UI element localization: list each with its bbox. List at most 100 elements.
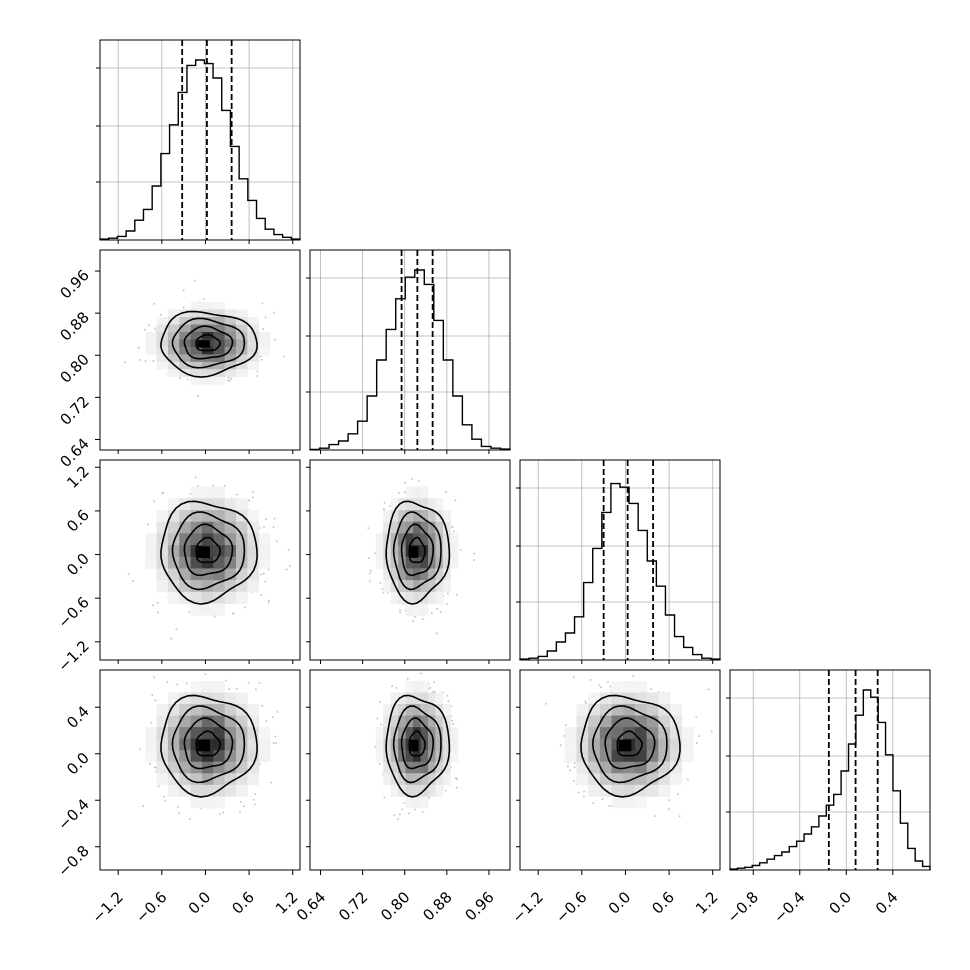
density-cell — [179, 750, 192, 763]
density-cell — [420, 509, 429, 523]
density-cell — [258, 750, 271, 763]
density-cell — [247, 354, 260, 363]
density-cell — [156, 580, 169, 593]
density-cell — [428, 784, 436, 797]
y-tick-label-p4-2: −0.4 — [54, 795, 92, 833]
density-cell — [190, 331, 203, 340]
density-cell — [428, 580, 436, 593]
density-cell — [213, 498, 226, 511]
panel-content — [545, 670, 713, 817]
density-cell — [236, 715, 248, 728]
density-cell — [224, 556, 237, 569]
density-cell — [634, 715, 648, 728]
density-cell — [190, 302, 203, 310]
density-cell — [599, 761, 612, 774]
density-cell — [390, 498, 399, 511]
density-cell — [405, 796, 414, 809]
density-cell — [435, 738, 444, 751]
density-cell — [201, 680, 214, 693]
density-cell — [398, 568, 407, 581]
contour-mid — [183, 717, 234, 770]
density-cell — [435, 773, 444, 786]
scatter-panel-1-3 — [99, 459, 301, 661]
density-cell — [247, 580, 260, 593]
density-cell — [623, 773, 636, 786]
density-cell — [179, 309, 192, 318]
contour-inner — [195, 333, 222, 352]
density-cell — [224, 309, 237, 318]
density-cell — [190, 784, 203, 797]
density-cell — [145, 727, 157, 740]
density-cell — [224, 533, 237, 546]
density-cell — [405, 498, 414, 511]
density-cell — [201, 521, 214, 534]
density-cell — [413, 533, 421, 546]
density-cell — [658, 692, 671, 705]
density-cell — [435, 784, 444, 797]
density-cell — [383, 521, 392, 534]
histogram-panel-4 — [726, 669, 931, 871]
density-cell — [236, 346, 248, 355]
panel-frame — [99, 669, 301, 871]
density-cell — [145, 750, 157, 763]
density-cell — [681, 750, 694, 763]
x-tick-label-p4-3: 0.0 — [826, 888, 856, 918]
density-cell — [201, 376, 214, 385]
density-cell — [201, 796, 214, 809]
density-cell — [398, 509, 407, 523]
density-cell — [213, 533, 226, 546]
density-cell — [201, 773, 214, 786]
density-cell — [405, 556, 414, 569]
density-cell — [681, 738, 694, 751]
density-cell — [646, 750, 659, 763]
density-cell — [201, 704, 214, 716]
density-cell — [236, 773, 248, 786]
density-cell — [390, 738, 399, 751]
density-cell — [236, 521, 248, 534]
density-cell — [413, 486, 421, 499]
density-cell — [599, 704, 612, 716]
density-cell — [236, 331, 248, 340]
density-cell — [190, 486, 203, 499]
density-cell — [167, 361, 180, 370]
density-cell — [634, 796, 648, 809]
density-cell — [213, 738, 226, 751]
density-cell — [390, 715, 399, 728]
density-cell — [224, 339, 237, 348]
density-cell — [167, 545, 180, 558]
density-cell — [145, 346, 157, 355]
density-cell — [611, 680, 624, 693]
density-cell — [156, 704, 169, 716]
x-tick-label-p2-1: 0.64 — [293, 888, 329, 924]
density-cell — [398, 521, 407, 534]
density-cell — [179, 533, 192, 546]
density-cell — [213, 346, 226, 355]
density-cell — [145, 339, 157, 348]
density-cell — [435, 521, 444, 534]
panel-content — [374, 672, 459, 821]
density-cell — [442, 738, 451, 751]
density-cell — [167, 784, 180, 797]
density-cell — [588, 773, 601, 786]
density-cell — [224, 331, 237, 340]
density-cell — [398, 556, 407, 569]
contour-mid — [400, 523, 434, 577]
density-cell — [201, 715, 214, 728]
x-tick-label-p2-4: 0.88 — [419, 888, 455, 924]
scatter-panel-1-4 — [99, 669, 301, 871]
density-cell — [428, 533, 436, 546]
density-cell — [420, 796, 429, 809]
density-cell — [224, 346, 237, 355]
density-cell — [576, 773, 589, 786]
density-cell — [375, 556, 384, 569]
density-cell — [428, 738, 436, 751]
density-cell — [179, 692, 192, 705]
density-cell — [420, 498, 429, 511]
density-cell — [258, 738, 271, 751]
density-cell — [646, 727, 659, 740]
x-tick-label-p4-2: −0.4 — [770, 888, 808, 926]
density-cell — [213, 750, 226, 763]
density-cell — [145, 738, 157, 751]
density-cell — [167, 568, 180, 581]
density-cell — [420, 680, 429, 693]
